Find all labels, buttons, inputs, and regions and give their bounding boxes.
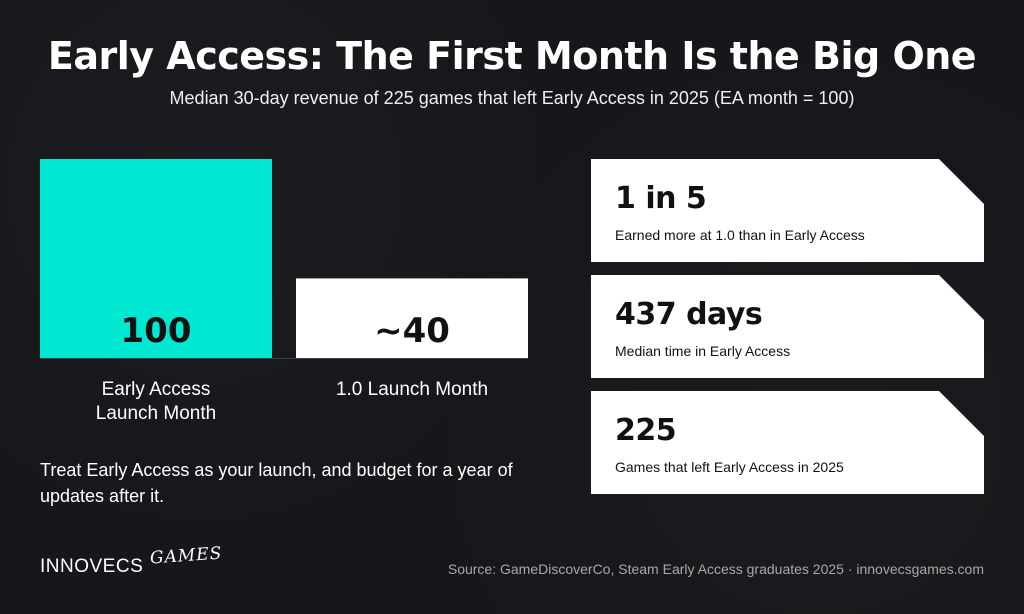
chart-subtitle: Median 30-day revenue of 225 games that … [169,88,855,108]
bar-chart: 100 Early Access Launch Month ~40 1.0 Launch… [40,159,528,424]
chart-title: Early Access: The First Month Is the Big… [47,34,977,78]
stat-value: 225 [615,413,677,448]
category-label-2: 1.0 Launch Month [336,379,488,400]
takeaway-text: Treat Early Access as your launch, and b… [40,460,513,506]
source-note: Source: GameDiscoverCo, Steam Early Acce… [447,561,984,577]
stat-value: 437 days [615,297,763,332]
stat-caption: Games that left Early Access in 2025 [615,459,844,475]
stat-value: 1 in 5 [615,181,707,216]
category-label-1: Early Access Launch Month [96,379,216,424]
stat-caption: Earned more at 1.0 than in Early Access [615,227,865,243]
bar-1 [40,159,272,358]
stat-card-one-in-five: 1 in 5 Earned more at 1.0 than in Early … [591,159,984,262]
bar-value-label-1: 100 [121,311,192,351]
bar-2 [296,278,528,358]
logo-wordmark: INNOVECS [40,556,144,577]
logo-script: GAMES [149,543,223,569]
stat-caption: Median time in Early Access [615,343,791,359]
bar-value-label-2: ~40 [374,311,450,351]
stat-card-game-count: 225 Games that left Early Access in 2025 [591,391,984,494]
stat-card-median-days: 437 days Median time in Early Access [591,275,984,378]
